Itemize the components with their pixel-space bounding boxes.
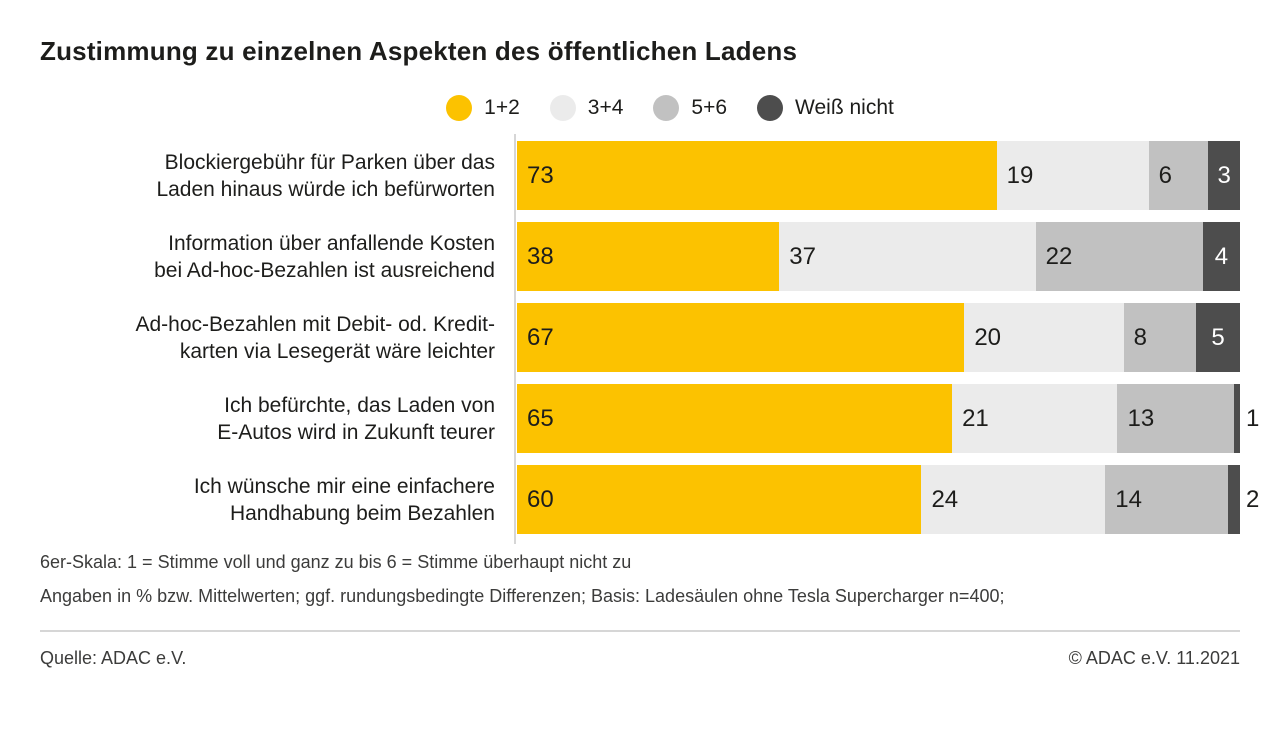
legend-dot-gray-icon [653, 95, 680, 121]
category-label: Ad-hoc-Bezahlen mit Debit- od. Kredit- k… [135, 312, 496, 363]
legend-label: 5+6 [691, 96, 728, 119]
bar-segment-3-4: 24 [921, 465, 1106, 534]
bar-segment-weiss-nicht: 4 [1202, 222, 1240, 291]
chart-row: Blockiergebühr für Parken über das Laden… [40, 141, 1240, 210]
bar-segment-weiss-nicht: 5 [1196, 303, 1240, 372]
source-right: © ADAC e.V. 11.2021 [1068, 648, 1240, 668]
bar-segment-1-2: 38 [517, 222, 780, 291]
bar-segment-3-4: 20 [964, 303, 1124, 372]
legend-item-3-4: 3+4 [549, 95, 624, 121]
bar-segment-5-6: 8 [1123, 303, 1196, 372]
footnote-basis: Angaben in % bzw. Mittelwerten; ggf. run… [40, 586, 1005, 606]
legend-dot-lightgray-icon [549, 95, 576, 121]
bar-segment-3-4: 21 [952, 384, 1118, 453]
stacked-bar: 38 37 22 4 [517, 222, 1240, 291]
legend-dot-darkgray-icon [757, 95, 784, 121]
legend-item-1-2: 1+2 [446, 95, 520, 121]
category-label: Ich befürchte, das Laden von E-Autos wir… [217, 393, 495, 444]
legend-label: 3+4 [587, 96, 624, 119]
legend-item-5-6: 5+6 [653, 95, 727, 121]
stacked-bar: 67 20 8 5 [517, 303, 1240, 372]
bar-segment-1-2: 60 [517, 465, 922, 534]
chart-legend: 1+2 3+4 5+6 Weiß nicht [70, 93, 1270, 123]
legend-dot-yellow-icon [446, 95, 473, 121]
bar-segment-weiss-nicht [1227, 465, 1241, 534]
bar-segment-3-4: 19 [996, 141, 1149, 210]
bar-segment-1-2: 73 [517, 141, 997, 210]
legend-label: Weiß nicht [795, 96, 894, 119]
bar-segment-5-6: 14 [1105, 465, 1228, 534]
bar-segment-5-6: 22 [1035, 222, 1203, 291]
bar-segment-5-6: 13 [1117, 384, 1234, 453]
footnote-scale: 6er-Skala: 1 = Stimme voll und ganz zu b… [40, 552, 632, 572]
chart-row: Ich befürchte, das Laden von E-Autos wir… [40, 384, 1259, 453]
chart-row: Ich wünsche mir eine einfachere Handhabu… [40, 465, 1259, 534]
category-label: Ich wünsche mir eine einfachere Handhabu… [193, 474, 495, 525]
chart-row: Ad-hoc-Bezahlen mit Debit- od. Kredit- k… [40, 303, 1240, 372]
bar-segment-weiss-nicht-value: 1 [1246, 404, 1260, 432]
bar-segment-5-6: 6 [1148, 141, 1209, 210]
stacked-bar: 65 21 13 1 [517, 384, 1259, 453]
category-label: Information über anfallende Kosten bei A… [154, 231, 495, 282]
source-left: Quelle: ADAC e.V. [40, 648, 187, 668]
bar-segment-weiss-nicht: 3 [1208, 141, 1240, 210]
legend-label: 1+2 [484, 96, 520, 119]
stacked-bar: 73 19 6 3 [517, 141, 1240, 210]
chart-row: Information über anfallende Kosten bei A… [40, 222, 1240, 291]
bar-segment-3-4: 37 [779, 222, 1036, 291]
footnotes: 6er-Skala: 1 = Stimme voll und ganz zu b… [40, 550, 1240, 608]
stacked-bar: 60 24 14 2 [517, 465, 1259, 534]
stacked-bar-chart: Blockiergebühr für Parken über das Laden… [40, 134, 1259, 544]
bar-segment-1-2: 65 [517, 384, 953, 453]
category-label: Blockiergebühr für Parken über das Laden… [156, 150, 495, 201]
source-row: Quelle: ADAC e.V. © ADAC e.V. 11.2021 [40, 648, 1240, 669]
bar-segment-weiss-nicht-value: 2 [1246, 485, 1260, 513]
divider-line [40, 630, 1240, 632]
bar-segment-1-2: 67 [517, 303, 965, 372]
bar-segment-weiss-nicht [1233, 384, 1240, 453]
legend-item-weiss-nicht: Weiß nicht [757, 95, 894, 121]
page-title: Zustimmung zu einzelnen Aspekten des öff… [40, 36, 798, 66]
